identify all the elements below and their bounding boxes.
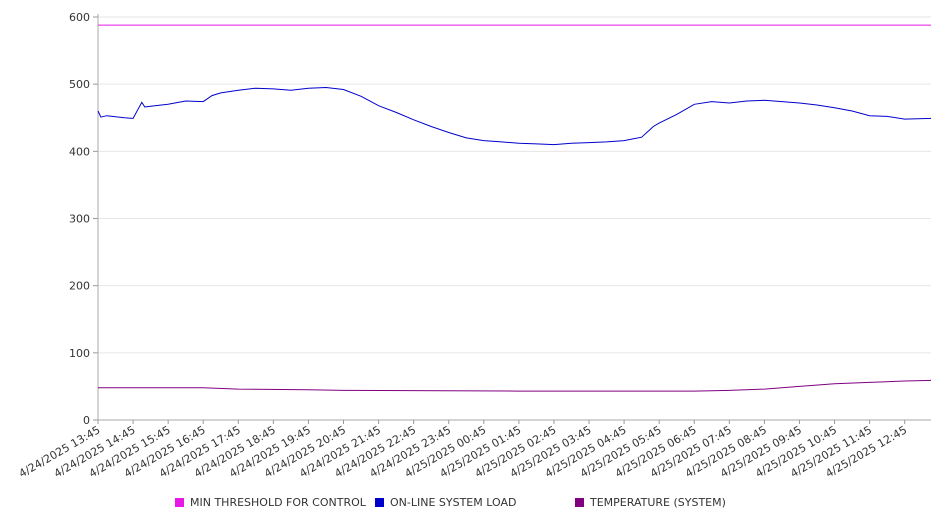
legend-label: TEMPERATURE (SYSTEM) (590, 496, 726, 509)
y-tick-labels: 0 100 200 300 400 500 600 (69, 11, 90, 427)
series-line-2 (98, 379, 932, 392)
y-tick-label: 0 (83, 414, 90, 427)
y-tick-label: 200 (69, 280, 90, 293)
legend-item-min-threshold[interactable]: MIN THRESHOLD FOR CONTROL (175, 496, 366, 509)
series-line-1 (97, 86, 932, 146)
legend-swatch (175, 498, 184, 507)
y-tick-label: 600 (69, 11, 90, 24)
y-tick-label: 100 (69, 347, 90, 360)
legend-swatch (375, 498, 384, 507)
y-tick-label: 500 (69, 78, 90, 91)
axes (93, 14, 931, 424)
y-tick-label: 400 (69, 145, 90, 158)
series-lines (97, 24, 932, 392)
legend-item-temperature[interactable]: TEMPERATURE (SYSTEM) (575, 496, 726, 509)
legend-item-system-load[interactable]: ON-LINE SYSTEM LOAD (375, 496, 516, 509)
legend-label: ON-LINE SYSTEM LOAD (390, 496, 517, 509)
grid-lines (98, 16, 931, 354)
legend-swatch (575, 498, 584, 507)
y-tick-label: 300 (69, 213, 90, 226)
x-tick-labels: 4/24/2025 13:454/24/2025 14:454/24/2025 … (17, 423, 910, 480)
legend: MIN THRESHOLD FOR CONTROL ON-LINE SYSTEM… (0, 496, 946, 516)
legend-label: MIN THRESHOLD FOR CONTROL (190, 496, 366, 509)
